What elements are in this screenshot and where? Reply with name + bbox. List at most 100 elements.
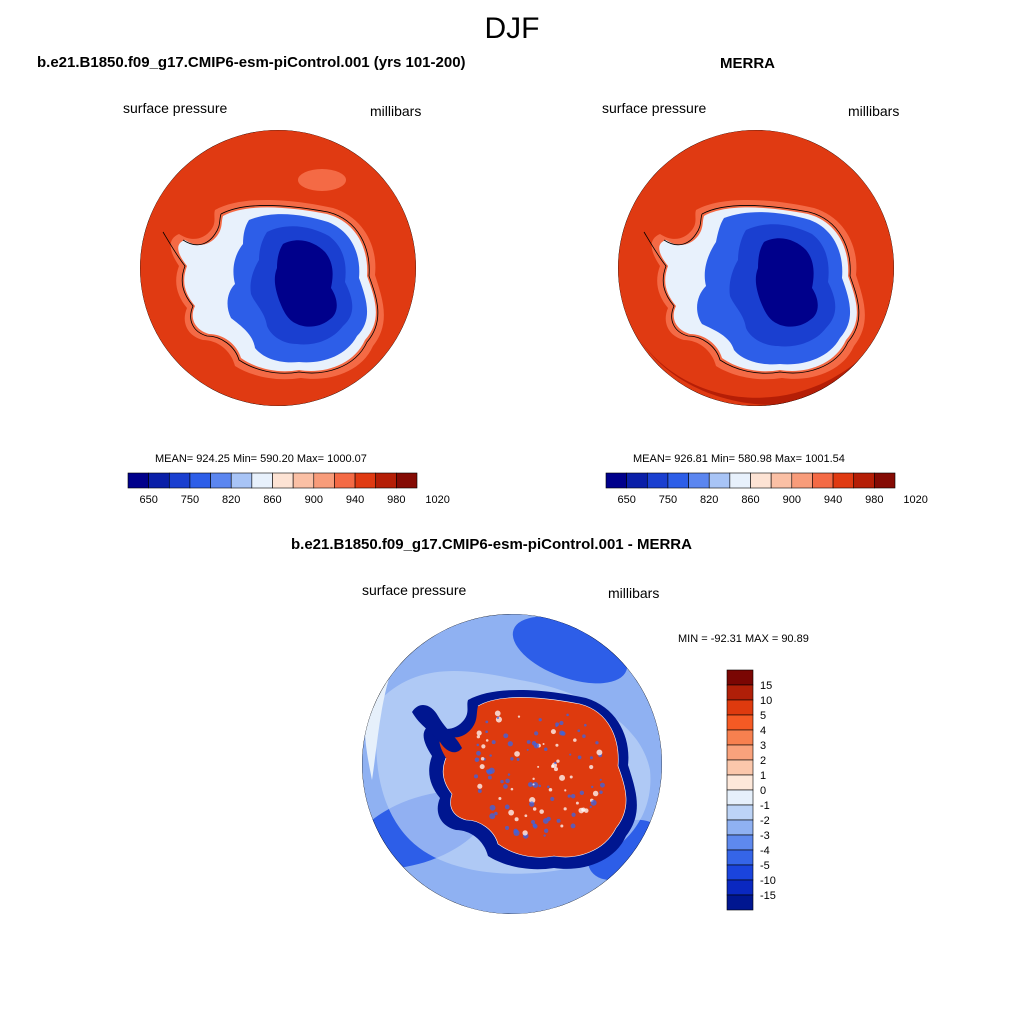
diff-speckle bbox=[591, 785, 594, 789]
diff-colorbar-tick-label: -15 bbox=[760, 890, 776, 902]
obs-colorbar-swatch bbox=[646, 472, 669, 489]
diff-speckle bbox=[577, 729, 581, 733]
diff-speckle bbox=[504, 825, 510, 830]
diff-colorbar-swatch bbox=[726, 744, 754, 761]
diff-speckle bbox=[529, 801, 535, 807]
diff-speckle bbox=[514, 751, 520, 757]
diff-colorbar-swatch bbox=[726, 789, 754, 806]
model-colorbar-swatch bbox=[168, 472, 191, 489]
model-coastline bbox=[162, 205, 379, 374]
diff-speckle bbox=[489, 813, 496, 820]
diff-speckle bbox=[534, 731, 539, 736]
model-colorbar-tick-label: 940 bbox=[346, 494, 364, 506]
diff-colorbar-tick-label: -3 bbox=[760, 830, 770, 842]
diff-speckle bbox=[570, 823, 576, 829]
diff-ocean-pale-band bbox=[364, 660, 395, 780]
diff-speckle bbox=[476, 730, 482, 736]
obs-colorbar-swatch bbox=[791, 472, 813, 489]
diff-speckle bbox=[573, 738, 577, 742]
diff-colorbar-swatch bbox=[726, 864, 754, 881]
obs-colorbar-tick-label: 900 bbox=[783, 494, 801, 506]
obs-colorbar-swatch bbox=[874, 472, 896, 489]
model-colorbar-tick-label: 650 bbox=[139, 494, 157, 506]
diff-speckle bbox=[537, 765, 540, 768]
diff-colorbar-swatch bbox=[726, 699, 754, 716]
diff-speckle bbox=[489, 804, 496, 811]
obs-colorbar-swatch bbox=[750, 472, 772, 489]
diff-colorbar-tick-label: 10 bbox=[760, 695, 772, 707]
diff-speckle bbox=[496, 716, 500, 720]
diff-speckle bbox=[590, 799, 597, 806]
diff-speckle bbox=[524, 814, 528, 818]
diff-speckle bbox=[507, 773, 511, 776]
diff-speckle bbox=[556, 759, 560, 763]
obs-colorbar-swatch bbox=[853, 472, 875, 489]
diff-speckle bbox=[510, 787, 514, 791]
obs-colorbar-tick-label: 1020 bbox=[903, 494, 927, 506]
diff-speckle bbox=[548, 787, 553, 792]
diff-speckle bbox=[532, 823, 537, 828]
obs-colorbar-swatch bbox=[605, 472, 627, 489]
diff-speckle bbox=[544, 747, 548, 752]
obs-colorbar-tick-label: 980 bbox=[865, 494, 883, 506]
diff-speckle bbox=[476, 743, 480, 747]
diff-speckle bbox=[481, 744, 486, 749]
diff-colorbar-tick-label: 2 bbox=[760, 755, 766, 767]
diff-speckle bbox=[575, 801, 579, 805]
diff-colorbar-swatch bbox=[726, 894, 754, 911]
model-panel-title: b.e21.B1850.f09_g17.CMIP6-esm-piControl.… bbox=[37, 54, 466, 71]
obs-ocean-edge bbox=[640, 340, 870, 405]
model-colorbar-swatch bbox=[251, 472, 273, 489]
diff-colorbar-swatch bbox=[726, 849, 754, 866]
diff-coastline bbox=[442, 697, 627, 858]
diff-speckle bbox=[503, 733, 509, 739]
obs-antarctica-plateau-high bbox=[755, 238, 818, 327]
diff-speckle bbox=[555, 743, 559, 747]
model-colorbar-swatch bbox=[272, 472, 294, 489]
obs-variable-label: surface pressure bbox=[602, 100, 707, 116]
obs-colorbar-tick-label: 750 bbox=[659, 494, 677, 506]
model-colorbar-tick-label: 750 bbox=[181, 494, 199, 506]
diff-antarctica-negative-speckles bbox=[474, 710, 605, 839]
model-colorbar-swatch bbox=[210, 472, 232, 489]
diff-speckle bbox=[595, 741, 599, 745]
diff-speckle bbox=[514, 817, 519, 822]
diff-colorbar-tick-label: -5 bbox=[760, 860, 770, 872]
diff-colorbar-swatch bbox=[726, 819, 754, 836]
obs-stats: MEAN= 926.81 Min= 580.98 Max= 1001.54 bbox=[633, 453, 845, 465]
diff-speckle bbox=[589, 756, 594, 760]
model-colorbar-swatch bbox=[148, 472, 170, 489]
diff-speckle bbox=[485, 730, 488, 734]
diff-speckle bbox=[584, 808, 589, 813]
diff-speckle bbox=[513, 829, 520, 837]
diff-speckle bbox=[477, 789, 482, 794]
diff-speckle bbox=[578, 807, 585, 814]
diff-colorbar-swatch bbox=[726, 714, 754, 731]
diff-colorbar-tick-label: -1 bbox=[760, 800, 770, 812]
diff-speckle bbox=[476, 750, 481, 756]
diff-panel-title: b.e21.B1850.f09_g17.CMIP6-esm-piControl.… bbox=[291, 536, 692, 553]
diff-speckle bbox=[526, 748, 529, 751]
obs-colorbar-tick-label: 650 bbox=[617, 494, 635, 506]
diff-speckle bbox=[504, 804, 510, 810]
diff-peninsula-low bbox=[412, 705, 462, 753]
obs-panel-title: MERRA bbox=[720, 55, 775, 72]
model-colorbar-swatch bbox=[313, 472, 335, 489]
obs-coastline bbox=[643, 205, 860, 374]
model-colorbar: 650 750 820 860 900 940 980 1020 bbox=[127, 472, 450, 506]
diff-colorbar-swatch bbox=[726, 684, 754, 701]
diff-speckle bbox=[567, 794, 571, 798]
diff-speckle bbox=[489, 754, 492, 757]
diff-speckle bbox=[500, 779, 504, 784]
diff-speckle bbox=[486, 769, 490, 773]
diff-speckle bbox=[491, 740, 496, 745]
diff-speckle bbox=[505, 778, 510, 784]
diff-speckle bbox=[542, 743, 545, 746]
model-colorbar-swatch bbox=[375, 472, 397, 489]
diff-speckle bbox=[596, 749, 603, 756]
diff-speckle bbox=[494, 710, 501, 717]
obs-colorbar-swatch bbox=[667, 472, 689, 489]
model-colorbar-tick-label: 820 bbox=[222, 494, 240, 506]
